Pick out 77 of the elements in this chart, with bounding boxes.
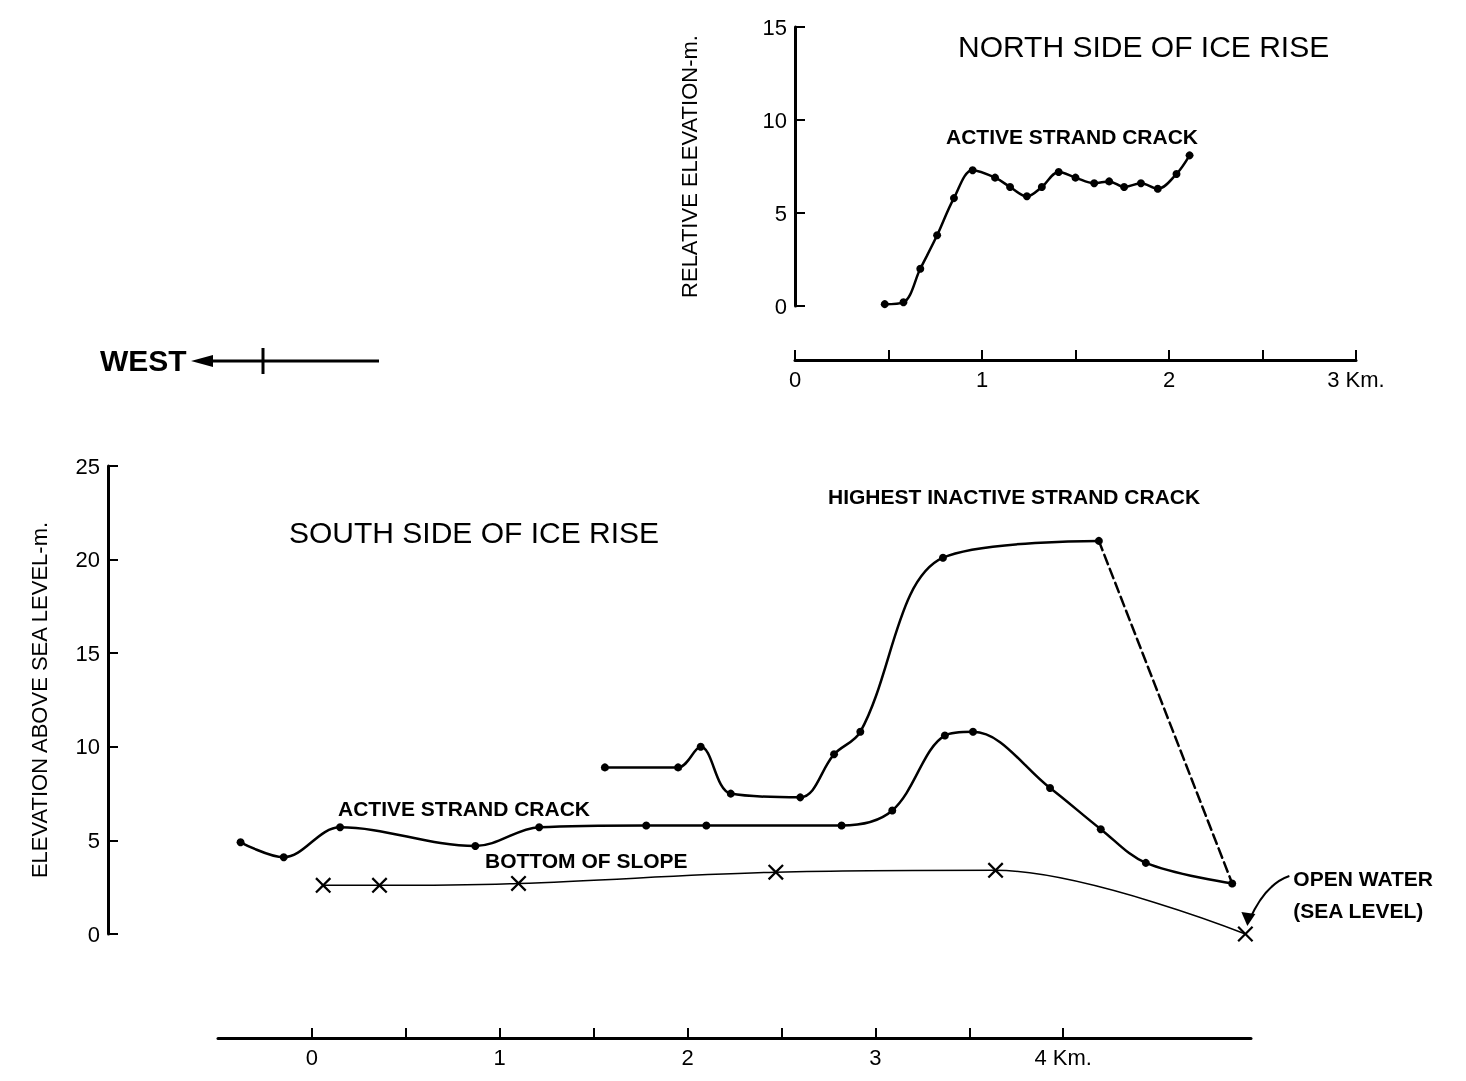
x-tick-label: 2 [1162, 366, 1176, 392]
y-tick-label: 25 [75, 453, 100, 479]
chart-title: NORTH SIDE OF ICE RISE [958, 29, 1330, 63]
point [1237, 926, 1254, 942]
point [1153, 184, 1162, 193]
point [1141, 858, 1150, 867]
point [888, 806, 897, 815]
text: HIGHEST INACTIVE STRAND CRACK [828, 485, 1201, 508]
point [796, 793, 805, 802]
point [1120, 182, 1129, 191]
point [1006, 182, 1015, 191]
y-axis-title: RELATIVE ELEVATION-m. [676, 35, 702, 298]
x-tick-label: 3 [869, 1044, 882, 1070]
point [837, 821, 846, 830]
point [600, 763, 609, 772]
point [949, 194, 958, 203]
point [1022, 192, 1031, 201]
point [916, 264, 925, 273]
point [991, 173, 1000, 182]
point [726, 789, 735, 798]
point [1090, 179, 1099, 188]
x-tick-label: 4 Km. [1034, 1044, 1092, 1070]
point [471, 842, 480, 851]
y-tick-label: 0 [87, 921, 100, 947]
point [1172, 169, 1181, 178]
point [279, 853, 288, 862]
point [510, 875, 527, 892]
text: WEST [100, 344, 187, 378]
point [1136, 179, 1145, 188]
series-label: ACTIVE STRAND CRACK [338, 797, 590, 820]
point [830, 750, 839, 759]
y-tick-label: 10 [762, 107, 787, 133]
point [236, 838, 245, 847]
point [371, 877, 388, 894]
y-tick-label: 20 [75, 547, 100, 573]
point [1037, 182, 1046, 191]
series-label: ACTIVE STRAND CRACK [946, 125, 1198, 148]
point [940, 731, 949, 740]
point [702, 821, 711, 830]
point [336, 823, 345, 832]
x-tick-label: 2 [681, 1044, 694, 1070]
point [968, 166, 977, 175]
point [535, 823, 544, 832]
x-tick-label: 0 [305, 1044, 319, 1070]
point [969, 727, 978, 736]
point [767, 864, 784, 881]
point [1096, 825, 1105, 834]
point [1228, 879, 1237, 888]
point [642, 821, 651, 830]
annotation: OPEN WATER (SEA LEVEL) [1293, 866, 1439, 922]
y-tick-label: 5 [87, 827, 100, 853]
point [933, 231, 942, 240]
y-tick-label: 15 [762, 14, 787, 40]
y-axis-title: ELEVATION ABOVE SEA LEVEL-m. [26, 521, 52, 879]
point [1071, 173, 1080, 182]
x-tick-label: 1 [493, 1044, 506, 1070]
point [1105, 177, 1114, 186]
y-tick-label: 15 [75, 640, 100, 666]
point [938, 553, 947, 562]
y-tick-label: 10 [75, 734, 100, 760]
point [880, 300, 889, 309]
point [1185, 151, 1194, 160]
y-tick-label: 5 [774, 200, 787, 226]
series-label: BOTTOM OF SLOPE [485, 849, 688, 872]
x-tick-label: 3 Km. [1327, 366, 1385, 392]
point [899, 298, 908, 307]
point [987, 862, 1004, 879]
point [856, 727, 865, 736]
point [1054, 168, 1063, 177]
point [1094, 536, 1103, 545]
x-tick-label: 1 [975, 366, 989, 392]
text: SOUTH SIDE OF ICE RISE [289, 515, 660, 549]
point [696, 742, 705, 751]
y-tick-label: 0 [774, 293, 787, 319]
point [1046, 783, 1055, 792]
point [315, 877, 332, 894]
point [674, 763, 683, 772]
